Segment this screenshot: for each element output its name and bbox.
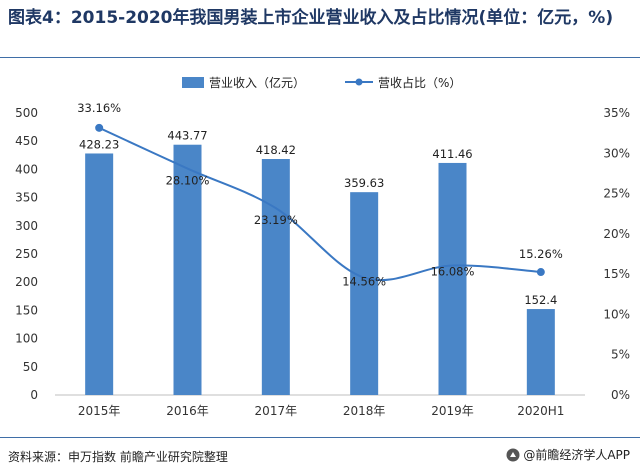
left-tick-label: 300 (15, 219, 38, 233)
x-tick-label: 2019年 (431, 404, 474, 418)
bar-value-label: 359.63 (344, 176, 384, 190)
bar (173, 144, 202, 395)
x-tick-label: 2017年 (255, 404, 298, 418)
left-tick-label: 0 (30, 388, 38, 402)
legend-bar-label: 营业收入（亿元） (209, 75, 305, 90)
x-tick-label: 2016年 (166, 404, 209, 418)
right-tick-label: 25% (603, 187, 630, 201)
line-path (98, 126, 541, 282)
footer-divider (0, 437, 640, 438)
line-value-label: 28.10% (166, 174, 210, 188)
bar-value-label: 152.4 (524, 293, 557, 307)
legend-line-label: 营收占比（%） (378, 75, 461, 90)
bar (85, 153, 114, 395)
right-tick-label: 35% (603, 106, 630, 120)
right-tick-label: 10% (603, 307, 630, 321)
bar-value-label: 411.46 (432, 147, 472, 161)
title-divider (0, 57, 640, 58)
chart-area: 营业收入（亿元） 营收占比（%） 0 50 100 150 200 250 300 350 400… (15, 75, 630, 418)
legend-line-marker (355, 78, 363, 86)
legend-bar-swatch (182, 77, 204, 88)
right-tick-label: 5% (611, 348, 630, 362)
bar-value-label: 418.42 (256, 143, 296, 157)
line-value-label: 16.08% (431, 264, 475, 278)
bar (526, 309, 555, 395)
left-tick-label: 100 (15, 332, 38, 346)
left-tick-label: 50 (23, 360, 38, 374)
right-tick-label: 30% (603, 146, 630, 160)
bar-value-label: 443.77 (167, 129, 207, 143)
left-tick-label: 450 (15, 134, 38, 148)
left-tick-label: 500 (15, 106, 38, 120)
left-tick-label: 350 (15, 191, 38, 205)
right-tick-label: 20% (603, 227, 630, 241)
right-axis: 0% 5% 10% 15% 20% 25% 30% 35% (603, 106, 630, 402)
bar (261, 159, 290, 395)
line-value-label: 15.26% (519, 247, 563, 261)
chart-title: 图表4：2015-2020年我国男装上市企业营业收入及占比情况(单位：亿元，%) (8, 8, 614, 28)
x-tick-label: 2015年 (78, 404, 121, 418)
right-tick-label: 0% (611, 388, 630, 402)
line-value-label: 33.16% (77, 101, 121, 115)
bar (438, 162, 467, 395)
line-value-label: 23.19% (254, 213, 298, 227)
left-tick-label: 200 (15, 275, 38, 289)
line-point (95, 123, 104, 132)
source-note: 资料来源：申万指数 前瞻产业研究院整理 (8, 450, 228, 464)
x-axis: 2015年 2016年 2017年 2018年 2019年 2020H1 (55, 394, 585, 418)
left-tick-label: 400 (15, 162, 38, 176)
line-value-label: 14.56% (342, 275, 386, 289)
legend: 营业收入（亿元） 营收占比（%） (182, 75, 461, 90)
brand-logo-icon (506, 448, 520, 462)
left-tick-label: 250 (15, 247, 38, 261)
line-point (536, 268, 545, 277)
bar-value-label: 428.23 (79, 137, 119, 151)
bar-series: 428.23 443.77 418.42 359.63 411.46 152.4 (79, 129, 557, 395)
left-tick-label: 150 (15, 303, 38, 317)
left-axis: 0 50 100 150 200 250 300 350 400 450 500 (15, 106, 38, 402)
right-tick-label: 15% (603, 267, 630, 281)
brand-credit: @前瞻经济学人APP (506, 446, 630, 463)
brand-text: @前瞻经济学人APP (523, 448, 630, 462)
line-series: 33.16% 28.10% 23.19% 14.56% 16.08% 15.26% (77, 101, 563, 289)
bar (350, 192, 379, 395)
x-tick-label: 2018年 (343, 404, 386, 418)
x-tick-label: 2020H1 (517, 404, 564, 418)
